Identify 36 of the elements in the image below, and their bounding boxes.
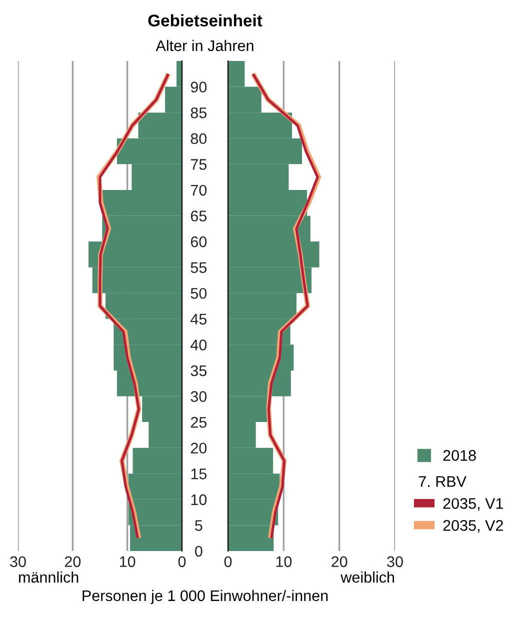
- legend-label: 2035, V2: [443, 520, 503, 533]
- x-tick-label: 0: [178, 556, 186, 568]
- y-tick-label: 0: [195, 546, 202, 557]
- text: Personen je 1 000 Einwohner/-innen: [82, 590, 328, 604]
- y-tick-label: 55: [190, 262, 207, 273]
- y-tick-label: 30: [190, 391, 207, 402]
- chart-title: Gebietseinheit: [148, 14, 262, 26]
- y-tick-label: 20: [190, 442, 207, 454]
- legend-label: 2035, V1: [443, 498, 503, 511]
- legend-title: 7. RBV: [418, 476, 466, 487]
- y-tick-label: 65: [190, 210, 207, 222]
- y-tick-label: 45: [190, 314, 207, 325]
- y-tick-label: 80: [190, 133, 207, 144]
- legend-label: 2018: [443, 450, 476, 461]
- x-tick-label: 20: [332, 556, 348, 568]
- x-tick-label: 0: [224, 556, 232, 568]
- y-axis-title: Alter in Jahren: [156, 40, 254, 52]
- y-tick-label: 25: [190, 416, 207, 428]
- x-tick-label: 30: [10, 556, 26, 568]
- y-tick-label: 35: [190, 365, 207, 376]
- y-tick-label: 15: [191, 468, 207, 480]
- y-tick-label: 90: [190, 82, 207, 92]
- x-tick-label: 10: [120, 556, 136, 568]
- x-tick-label: 30: [387, 556, 403, 568]
- x-tick-label: 20: [64, 556, 81, 568]
- y-tick-label: 10: [191, 494, 207, 506]
- y-tick-label: 70: [190, 184, 207, 196]
- y-tick-label: 5: [195, 520, 202, 531]
- y-tick-label: 85: [190, 107, 207, 118]
- y-tick-label: 60: [190, 236, 207, 248]
- x-axis-title: männlich: [19, 571, 78, 583]
- x-axis-title: weiblich: [340, 571, 394, 583]
- y-tick-label: 40: [190, 340, 207, 350]
- x-tick-label: 10: [276, 556, 292, 568]
- y-tick-label: 75: [190, 159, 207, 170]
- y-tick-label: 50: [190, 288, 207, 299]
